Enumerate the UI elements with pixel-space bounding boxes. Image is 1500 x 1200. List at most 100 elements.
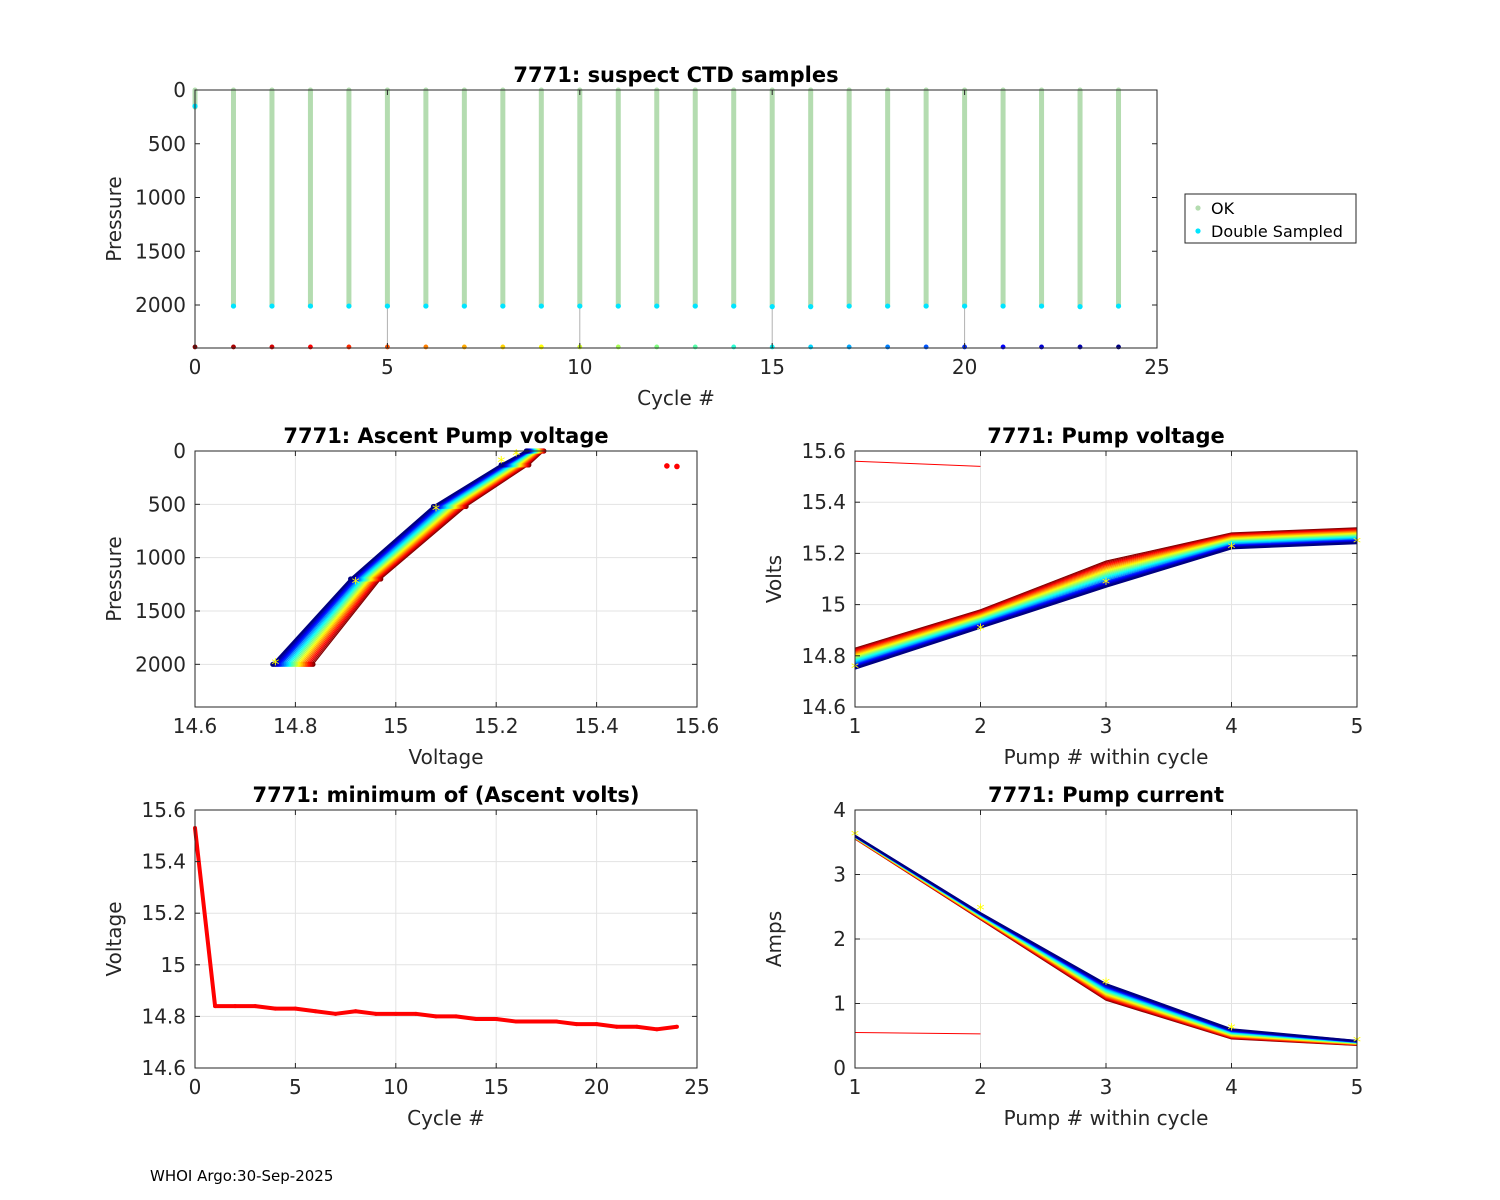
- pump-star-marker: *: [1228, 1019, 1236, 1038]
- x-tick-label: 4: [1225, 1075, 1238, 1099]
- min-volts-point: [333, 1011, 338, 1016]
- cycle-color-marker: [308, 344, 313, 350]
- ascent-point: [348, 576, 354, 582]
- cycle-color-marker: [885, 344, 891, 350]
- legend-ok-marker: [1195, 205, 1201, 211]
- y-tick-label: 4: [833, 798, 846, 822]
- legend-box: [1184, 193, 1357, 244]
- double-sampled-point: [538, 303, 544, 309]
- ascent-star-marker: *: [512, 445, 520, 464]
- chart-title: 7771: Ascent Pump voltage: [283, 424, 608, 448]
- cycle-color-marker: [731, 344, 737, 350]
- plot-area: [195, 451, 697, 707]
- legend: OK Double Sampled: [1184, 193, 1357, 244]
- axes-frame: [194, 450, 698, 708]
- double-sampled-point: [384, 303, 390, 309]
- x-axis-label: Cycle #: [407, 1106, 485, 1130]
- double-sampled-point: [923, 303, 929, 309]
- y-tick-label: 500: [148, 132, 186, 156]
- ascent-point: [430, 503, 437, 510]
- double-sampled-point: [808, 304, 814, 310]
- plot-area: [195, 90, 1157, 348]
- pump-series-line: [854, 533, 1358, 657]
- y-tick-label: 2000: [135, 293, 186, 317]
- y-tick-label: 14.6: [801, 695, 846, 719]
- cycle-color-marker: [269, 344, 275, 350]
- min-volts-point: [554, 1019, 559, 1024]
- min-volts-point: [313, 1009, 318, 1014]
- y-tick-label: 15.4: [801, 490, 846, 514]
- x-tick-label: 14.8: [273, 714, 318, 738]
- cycle-color-marker: [1116, 344, 1121, 350]
- y-tick-label: 3: [833, 863, 846, 887]
- y-tick-label: 15.6: [141, 798, 186, 822]
- min-ascent-volts-chart: 0 5 10 15 20 25 14.6 14.8 15 15.2 15.4 15.6 7771: mi…: [102, 783, 710, 1130]
- y-tick-label: 14.6: [141, 1056, 186, 1080]
- x-axis-label: Pump # within cycle: [1004, 745, 1209, 769]
- cycle-color-marker: [346, 344, 352, 350]
- pump-series-line: [854, 529, 1358, 653]
- pump-series-line: [854, 538, 1358, 664]
- min-volts-point: [413, 1011, 418, 1016]
- chart-title: 7771: suspect CTD samples: [513, 63, 838, 87]
- plot-area: [195, 810, 697, 1068]
- y-axis-label: Volts: [762, 555, 786, 603]
- y-tick-label: 14.8: [801, 644, 846, 668]
- y-tick-label: 1000: [135, 186, 186, 210]
- double-sampled-point: [1000, 303, 1006, 309]
- x-tick-label: 15.4: [574, 714, 619, 738]
- pump-series-line: [854, 542, 1358, 670]
- ascent-point: [498, 462, 504, 468]
- cycle-color-marker: [1000, 344, 1006, 350]
- cycle-color-marker: [615, 344, 621, 350]
- y-tick-label: 15: [821, 593, 846, 617]
- y-tick-label: 15.2: [801, 541, 846, 565]
- pump-series-line: [854, 535, 1358, 661]
- pump-series-line: [854, 527, 1358, 650]
- y-tick-label: 15: [161, 953, 186, 977]
- x-tick-label: 0: [189, 1075, 202, 1099]
- y-tick-label: 15.6: [801, 439, 846, 463]
- legend-double-label: Double Sampled: [1211, 222, 1343, 241]
- min-volts-point: [293, 1006, 298, 1011]
- double-sampled-point: [461, 303, 467, 309]
- x-axis-label: Voltage: [408, 745, 483, 769]
- x-tick-label: 5: [289, 1075, 302, 1099]
- y-tick-label: 2000: [135, 652, 186, 676]
- double-sampled-point: [1077, 304, 1083, 310]
- pump-series-line: [854, 537, 1358, 663]
- x-tick-label: 3: [1100, 714, 1113, 738]
- cycle-color-marker: [1039, 344, 1044, 350]
- y-axis-label: Pressure: [102, 536, 126, 621]
- x-tick-label: 10: [383, 1075, 408, 1099]
- pump-series-line: [854, 535, 1358, 660]
- min-volts-point: [514, 1019, 519, 1024]
- x-tick-label: 20: [952, 355, 977, 379]
- min-volts-point: [353, 1009, 358, 1014]
- footer-label: WHOI Argo:30-Sep-2025: [150, 1167, 334, 1185]
- legend-double-marker: [1195, 228, 1201, 234]
- min-volts-point: [433, 1014, 438, 1019]
- x-tick-label: 20: [584, 1075, 609, 1099]
- y-tick-label: 1500: [135, 239, 186, 263]
- x-tick-label: 5: [1351, 1075, 1364, 1099]
- ascent-star-marker: *: [271, 654, 279, 673]
- pump-star-marker: *: [977, 900, 985, 919]
- pump-series-line: [854, 528, 1358, 651]
- pump-series-line: [854, 531, 1358, 654]
- double-sampled-point: [500, 303, 506, 309]
- pump-series-line: [854, 531, 1358, 655]
- chart-title: 7771: minimum of (Ascent volts): [252, 783, 639, 807]
- x-tick-label: 15: [759, 355, 784, 379]
- ctd-chart: 0 5 10 15 20 25 0 500 1000 1500 2000 7771: suspect …: [102, 63, 1357, 410]
- pump-star-marker: *: [1102, 574, 1110, 593]
- x-tick-label: 1: [849, 1075, 862, 1099]
- double-sampled-point: [769, 304, 775, 310]
- pump-star-marker: *: [1102, 974, 1110, 993]
- min-volts-point: [674, 1024, 679, 1029]
- y-tick-label: 15.4: [141, 850, 186, 874]
- pump-series-line: [854, 527, 1358, 649]
- y-tick-label: 1000: [135, 546, 186, 570]
- axes-frame: [194, 89, 1158, 349]
